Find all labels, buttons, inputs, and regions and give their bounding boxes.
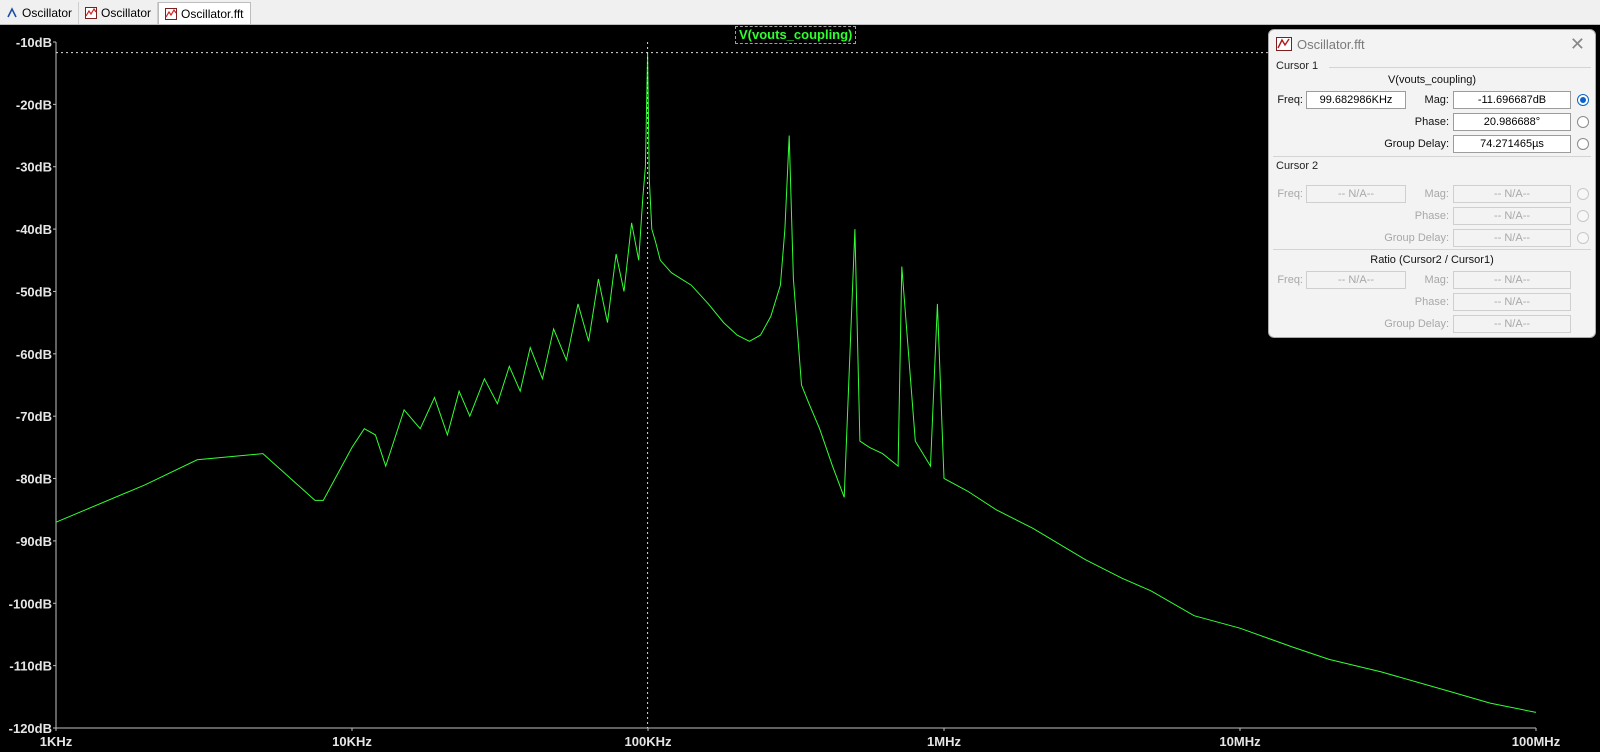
ratio-mag-field: -- N/A-- bbox=[1453, 271, 1571, 289]
divider bbox=[1273, 249, 1591, 250]
y-tick-label: -100dB bbox=[9, 596, 52, 611]
x-tick-label: 10MHz bbox=[1219, 734, 1261, 749]
cursor1-freq-field[interactable]: 99.682986KHz bbox=[1306, 91, 1406, 109]
cursor2-group-delay-radio bbox=[1577, 232, 1589, 244]
cursor1-mag-label: Mag: bbox=[1424, 94, 1449, 106]
cursor2-group-delay-label: Group Delay: bbox=[1384, 232, 1449, 244]
y-tick-label: -120dB bbox=[9, 721, 52, 736]
y-tick-label: -60dB bbox=[16, 347, 52, 362]
cursor-dialog: Oscillator.fft ✕ Cursor 1 V(vouts_coupli… bbox=[1268, 29, 1596, 338]
ratio-group-delay-field: -- N/A-- bbox=[1453, 315, 1571, 333]
cursor1-freq-label: Freq: bbox=[1277, 94, 1303, 106]
dialog-title: Oscillator.fft bbox=[1297, 37, 1365, 52]
tab-bar: Oscillator Oscillator Oscillator.fft bbox=[0, 0, 1600, 25]
waveform-icon bbox=[85, 7, 98, 19]
tab-fft[interactable]: Oscillator.fft bbox=[158, 2, 251, 24]
cursor2-heading: Cursor 2 bbox=[1276, 160, 1319, 172]
ratio-freq-label: Freq: bbox=[1277, 274, 1303, 286]
cursor2-mag-label: Mag: bbox=[1424, 188, 1449, 200]
cursor1-phase-radio[interactable] bbox=[1577, 116, 1589, 128]
y-tick-label: -90dB bbox=[16, 534, 52, 549]
x-tick-label: 1KHz bbox=[40, 734, 73, 749]
cursor1-mag-radio[interactable] bbox=[1577, 94, 1589, 106]
cursor1-group-delay-radio[interactable] bbox=[1577, 138, 1589, 150]
x-tick-label: 10KHz bbox=[332, 734, 372, 749]
cursor2-phase-label: Phase: bbox=[1414, 210, 1449, 222]
fft-waveform-icon bbox=[165, 7, 178, 20]
close-icon[interactable]: ✕ bbox=[1569, 34, 1585, 54]
y-tick-label: -20dB bbox=[16, 97, 52, 112]
ratio-phase-field: -- N/A-- bbox=[1453, 293, 1571, 311]
cursor1-phase-label: Phase: bbox=[1414, 116, 1449, 128]
cursor2-group-delay-field: -- N/A-- bbox=[1453, 229, 1571, 247]
cursor1-trace-name: V(vouts_coupling) bbox=[1387, 74, 1477, 86]
cursor1-phase-field[interactable]: 20.986688° bbox=[1453, 113, 1571, 131]
ltspice-icon bbox=[1276, 37, 1292, 51]
cursor1-group-delay-label: Group Delay: bbox=[1384, 138, 1449, 150]
y-tick-label: -40dB bbox=[16, 222, 52, 237]
trace-line bbox=[55, 52, 1537, 713]
y-tick-label: -30dB bbox=[16, 160, 52, 175]
cursor2-freq-label: Freq: bbox=[1277, 188, 1303, 200]
y-tick-label: -70dB bbox=[16, 409, 52, 424]
cursor1-heading: Cursor 1 bbox=[1276, 60, 1319, 72]
dialog-titlebar[interactable]: Oscillator.fft ✕ bbox=[1269, 30, 1595, 58]
tab-label: Oscillator.fft bbox=[181, 6, 244, 21]
divider bbox=[1329, 67, 1591, 68]
x-tick-label: 100MHz bbox=[1512, 734, 1561, 749]
ratio-group-delay-label: Group Delay: bbox=[1384, 318, 1449, 330]
cursor1-group-delay-field[interactable]: 74.271465µs bbox=[1453, 135, 1571, 153]
fft-chart[interactable]: -10dB -20dB -30dB -40dB -50dB -60dB -70dB -80dB… bbox=[0, 25, 1600, 752]
x-tick-label: 1MHz bbox=[927, 734, 961, 749]
trace-title[interactable]: V(vouts_coupling) bbox=[735, 26, 857, 44]
ratio-freq-field: -- N/A-- bbox=[1306, 271, 1406, 289]
schematic-icon bbox=[7, 7, 17, 18]
tab-label: Oscillator bbox=[101, 6, 152, 20]
cursor1-mag-field[interactable]: -11.696687dB bbox=[1453, 91, 1571, 109]
tab-waveform[interactable]: Oscillator bbox=[79, 2, 159, 24]
x-tick-label: 100KHz bbox=[625, 734, 672, 749]
cursor2-mag-radio bbox=[1577, 188, 1589, 200]
ratio-heading: Ratio (Cursor2 / Cursor1) bbox=[1370, 254, 1494, 266]
cursor2-freq-field: -- N/A-- bbox=[1306, 185, 1406, 203]
cursor2-phase-field: -- N/A-- bbox=[1453, 207, 1571, 225]
divider bbox=[1273, 156, 1591, 157]
y-tick-label: -10dB bbox=[16, 35, 52, 50]
cursor2-phase-radio bbox=[1577, 210, 1589, 222]
y-tick-label: -50dB bbox=[16, 284, 52, 299]
y-tick-label: -110dB bbox=[9, 659, 52, 674]
ratio-phase-label: Phase: bbox=[1414, 296, 1449, 308]
cursor2-mag-field: -- N/A-- bbox=[1453, 185, 1571, 203]
y-tick-label: -80dB bbox=[16, 472, 52, 487]
ratio-mag-label: Mag: bbox=[1424, 274, 1449, 286]
tab-schematic[interactable]: Oscillator bbox=[0, 2, 80, 24]
tab-label: Oscillator bbox=[22, 6, 73, 20]
